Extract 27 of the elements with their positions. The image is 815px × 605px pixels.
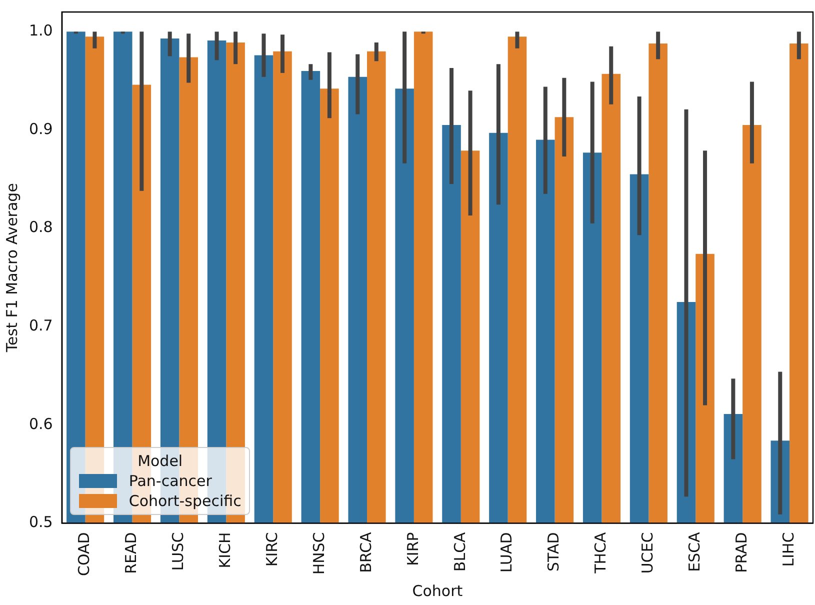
x-tick-label: STAD	[544, 532, 563, 572]
x-tick-label: HNSC	[310, 532, 328, 575]
y-tick-label: 0.7	[28, 316, 53, 334]
x-tick-label: UCEC	[638, 532, 657, 574]
y-axis-title: Test F1 Macro Average	[2, 183, 21, 354]
x-tick-label: COAD	[75, 532, 94, 576]
x-tick-label: READ	[122, 532, 140, 574]
y-tick-label: 0.8	[28, 218, 53, 236]
x-tick-label: KIRP	[404, 532, 422, 566]
x-tick-label: PRAD	[732, 532, 750, 573]
x-tick-label: BRCA	[356, 531, 375, 573]
x-tick-label: KICH	[216, 532, 234, 568]
legend-label: Cohort-specific	[128, 492, 242, 510]
x-tick-label: LUAD	[498, 532, 516, 573]
x-tick-label: THCA	[592, 531, 610, 574]
legend-title: Model	[136, 452, 184, 470]
x-tick-label: BLCA	[450, 531, 469, 572]
y-tick-label: 0.9	[28, 120, 53, 138]
y-tick-label: 1.0	[28, 22, 53, 40]
x-axis-title: Cohort	[412, 582, 463, 600]
x-tick-label: ESCA	[686, 531, 704, 572]
x-tick-label: LUSC	[169, 532, 188, 571]
y-tick-label: 0.6	[28, 414, 53, 433]
x-tick-label: KIRC	[263, 532, 282, 567]
y-tick-label: 0.5	[28, 513, 53, 532]
x-tick-label: LIHC	[779, 532, 798, 567]
legend-label: Pan-cancer	[128, 472, 212, 490]
